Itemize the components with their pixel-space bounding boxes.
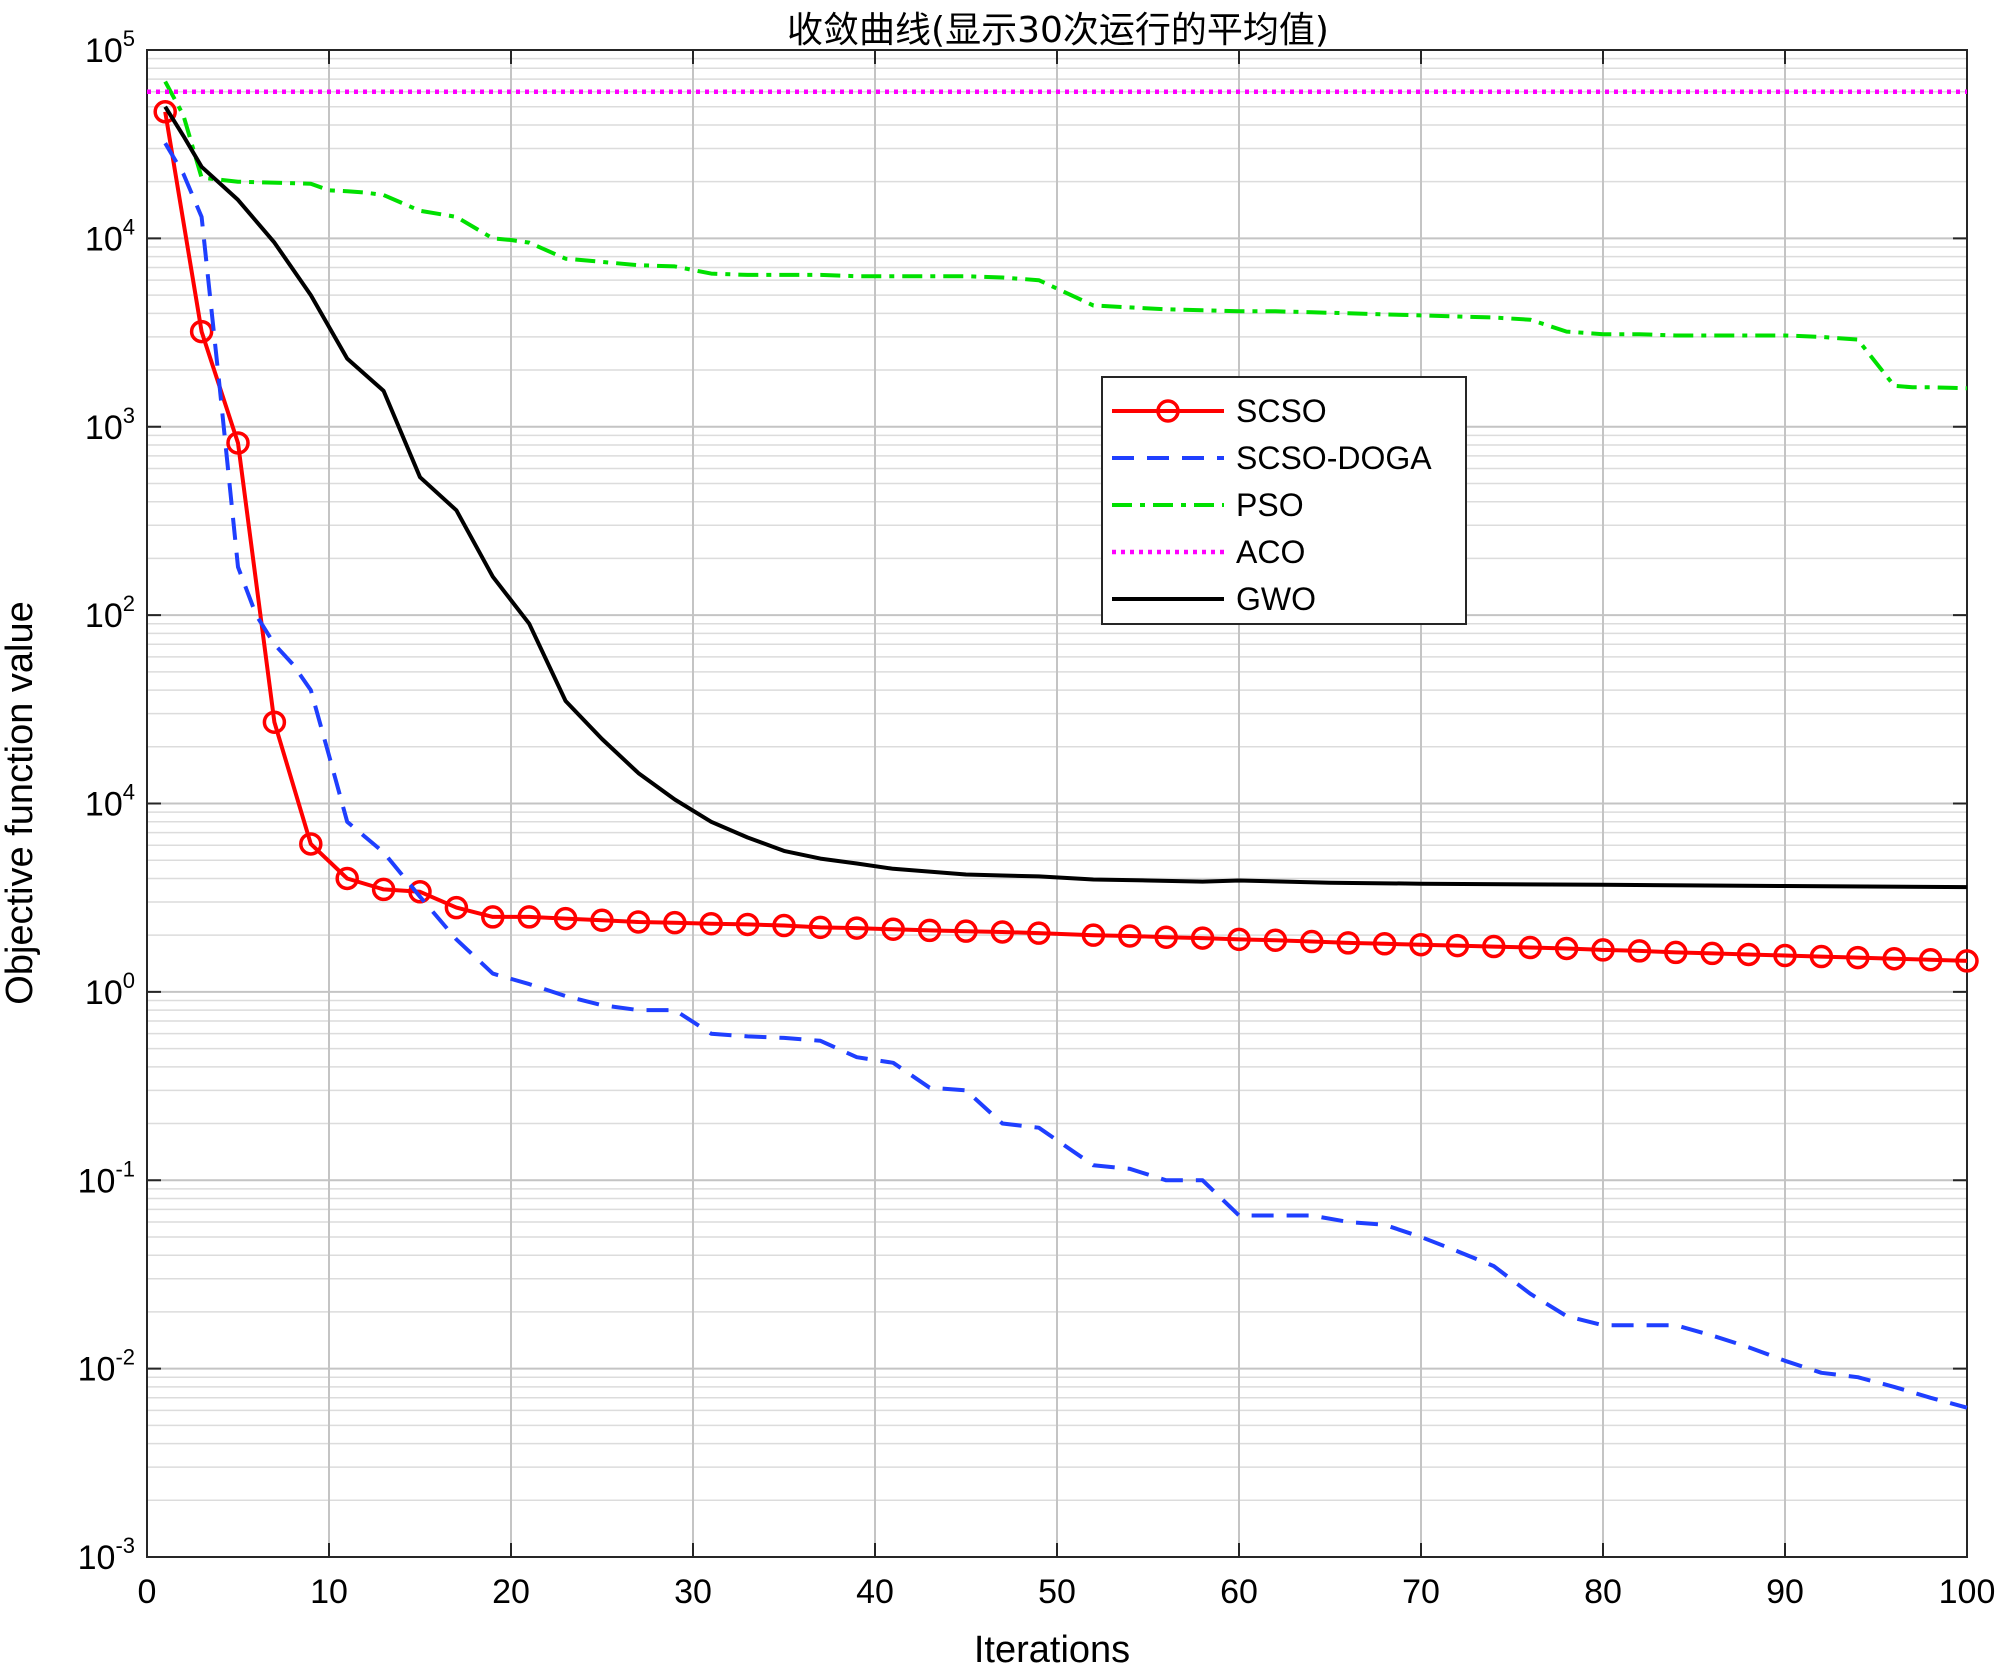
data-point	[845, 916, 869, 940]
legend-label: ACO	[1236, 534, 1305, 570]
legend-item-scso: SCSO	[1112, 393, 1327, 429]
legend-label: PSO	[1236, 487, 1304, 523]
data-point	[990, 920, 1015, 944]
data-point	[517, 905, 541, 929]
y-tick-label: 10-2	[78, 1345, 135, 1389]
x-tick-label: 100	[1939, 1573, 1996, 1611]
y-tick-label: 10-3	[78, 1533, 135, 1577]
data-point	[699, 911, 723, 936]
x-tick-label: 80	[1584, 1573, 1622, 1611]
series-pso	[163, 80, 1968, 391]
data-point	[1445, 933, 1470, 958]
series-gwo	[163, 105, 1968, 890]
x-tick-label: 10	[310, 1573, 348, 1611]
data-point	[1554, 936, 1579, 961]
data-point	[1190, 926, 1215, 950]
legend-label: SCSO-DOGA	[1236, 440, 1432, 476]
legend-item-scso-doga: SCSO-DOGA	[1112, 440, 1432, 476]
y-tick-label: 103	[85, 403, 135, 447]
series-scso	[153, 100, 1979, 973]
legend-label: SCSO	[1236, 393, 1327, 429]
y-tick-label: 105	[85, 26, 135, 70]
data-point	[1372, 932, 1397, 956]
y-tick-label: 104	[85, 780, 135, 824]
x-axis-ticks: 0 10 20 30 40 50 60 70 80 90 100	[138, 50, 1996, 1611]
data-point	[808, 915, 833, 940]
data-point	[408, 880, 432, 904]
x-tick-label: 30	[674, 1573, 712, 1611]
data-point	[1773, 943, 1797, 968]
data-point	[371, 877, 396, 902]
data-point	[335, 866, 359, 891]
data-point	[954, 919, 978, 943]
legend-label: GWO	[1236, 581, 1316, 617]
data-point	[1300, 929, 1324, 954]
data-point	[1518, 935, 1542, 960]
data-point	[262, 710, 287, 734]
x-tick-label: 60	[1220, 1573, 1258, 1611]
data-point	[553, 906, 578, 931]
data-point	[590, 908, 614, 933]
data-point	[1700, 941, 1724, 966]
legend: SCSO SCSO-DOGA PSO ACO GWO	[1101, 376, 1467, 625]
data-point	[1118, 924, 1142, 948]
data-point	[1227, 927, 1251, 952]
data-point	[1664, 940, 1688, 965]
x-tick-label: 70	[1402, 1573, 1440, 1611]
data-point	[735, 912, 760, 937]
data-point	[1809, 944, 1834, 969]
data-point	[189, 319, 214, 344]
data-point	[1409, 932, 1433, 957]
data-point	[226, 431, 250, 455]
y-tick-label: 100	[85, 968, 135, 1012]
series-line	[163, 80, 1968, 391]
y-axis-ticks: 105 104 103 102 104 100 10-1 10-2 10-3	[78, 26, 1967, 1577]
data-point	[1336, 931, 1360, 955]
data-point	[1627, 939, 1652, 963]
legend-item-gwo: GWO	[1112, 581, 1316, 617]
x-tick-label: 90	[1766, 1573, 1804, 1611]
legend-item-aco: ACO	[1112, 534, 1305, 570]
data-point	[1591, 938, 1615, 962]
y-axis-label: Objective function value	[0, 601, 41, 1004]
series-line	[163, 111, 1968, 963]
y-tick-label: 10-1	[78, 1156, 135, 1200]
legend-marker	[1156, 399, 1180, 423]
series-line	[163, 142, 1968, 1410]
series-line	[163, 105, 1968, 890]
data-point	[1736, 942, 1761, 967]
data-point	[1263, 928, 1288, 952]
data-point	[1027, 921, 1051, 945]
x-tick-label: 0	[138, 1573, 157, 1611]
data-point	[663, 910, 687, 935]
x-tick-label: 50	[1038, 1573, 1076, 1611]
data-point	[1882, 946, 1906, 971]
data-point	[1846, 945, 1870, 970]
data-point	[917, 918, 942, 943]
data-point	[881, 917, 905, 942]
y-tick-label: 102	[85, 591, 135, 635]
data-point	[626, 910, 651, 934]
x-tick-label: 20	[492, 1573, 530, 1611]
series-scso-doga	[163, 142, 1968, 1410]
legend-item-pso: PSO	[1112, 487, 1304, 523]
data-point	[481, 905, 505, 929]
y-tick-label: 104	[85, 214, 135, 258]
x-tick-label: 40	[856, 1573, 894, 1611]
data-point	[1918, 948, 1943, 972]
data-point	[1154, 925, 1178, 949]
data-point	[153, 100, 177, 124]
data-point	[1081, 923, 1106, 947]
data-point	[444, 895, 469, 920]
data-point	[299, 832, 323, 856]
data-point	[1955, 949, 1979, 973]
series-layer	[147, 80, 1979, 1410]
data-point	[1482, 934, 1506, 959]
x-axis-label: Iterations	[974, 1629, 1130, 1671]
data-point	[772, 913, 796, 938]
chart-title: 收敛曲线(显示30次运行的平均值)	[787, 10, 1329, 51]
